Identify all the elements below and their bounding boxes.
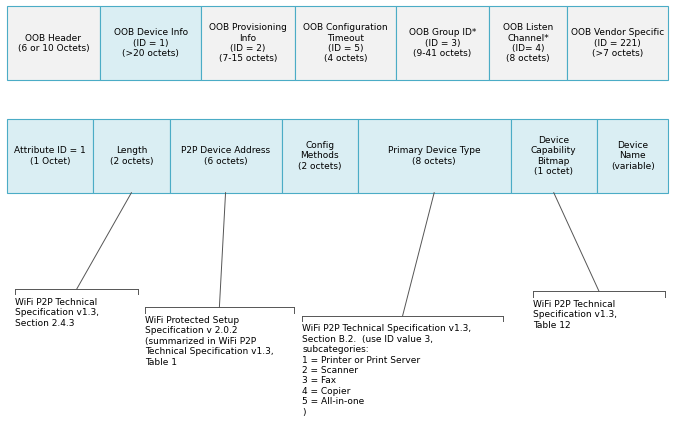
FancyBboxPatch shape [100,6,201,80]
Text: Primary Device Type
(8 octets): Primary Device Type (8 octets) [388,146,481,165]
Text: Attribute ID = 1
(1 Octet): Attribute ID = 1 (1 Octet) [14,146,86,165]
Text: OOB Provisioning
Info
(ID = 2)
(7-15 octets): OOB Provisioning Info (ID = 2) (7-15 oct… [209,23,287,63]
Text: OOB Configuration
Timeout
(ID = 5)
(4 octets): OOB Configuration Timeout (ID = 5) (4 oc… [303,23,387,63]
Text: WiFi P2P Technical
Specification v1.3,
Section 2.4.3: WiFi P2P Technical Specification v1.3, S… [15,298,99,328]
FancyBboxPatch shape [358,119,510,193]
FancyBboxPatch shape [7,6,100,80]
Text: Device
Capability
Bitmap
(1 octet): Device Capability Bitmap (1 octet) [531,136,576,176]
Text: OOB Group ID*
(ID = 3)
(9-41 octets): OOB Group ID* (ID = 3) (9-41 octets) [409,29,477,58]
FancyBboxPatch shape [169,119,281,193]
Text: Length
(2 octets): Length (2 octets) [109,146,153,165]
FancyBboxPatch shape [510,119,597,193]
FancyBboxPatch shape [93,119,169,193]
Text: WiFi P2P Technical Specification v1.3,
Section B.2.  (use ID value 3,
subcategor: WiFi P2P Technical Specification v1.3, S… [302,324,472,417]
FancyBboxPatch shape [201,6,295,80]
Text: Config
Methods
(2 octets): Config Methods (2 octets) [298,141,342,171]
FancyBboxPatch shape [489,6,567,80]
FancyBboxPatch shape [295,6,396,80]
Text: WiFi P2P Technical
Specification v1.3,
Table 12: WiFi P2P Technical Specification v1.3, T… [533,300,617,330]
Text: Device
Name
(variable): Device Name (variable) [611,141,655,171]
Text: P2P Device Address
(6 octets): P2P Device Address (6 octets) [181,146,270,165]
Text: WiFi Protected Setup
Specification v 2.0.2
(summarized in WiFi P2P
Technical Spe: WiFi Protected Setup Specification v 2.0… [145,316,274,367]
FancyBboxPatch shape [567,6,668,80]
Text: OOB Header
(6 or 10 Octets): OOB Header (6 or 10 Octets) [18,34,89,53]
FancyBboxPatch shape [7,119,93,193]
Text: OOB Listen
Channel*
(ID= 4)
(8 octets): OOB Listen Channel* (ID= 4) (8 octets) [503,23,554,63]
FancyBboxPatch shape [396,6,489,80]
Text: OOB Device Info
(ID = 1)
(>20 octets): OOB Device Info (ID = 1) (>20 octets) [113,29,188,58]
Text: OOB Vendor Specific
(ID = 221)
(>7 octets): OOB Vendor Specific (ID = 221) (>7 octet… [571,29,664,58]
FancyBboxPatch shape [281,119,358,193]
FancyBboxPatch shape [597,119,668,193]
